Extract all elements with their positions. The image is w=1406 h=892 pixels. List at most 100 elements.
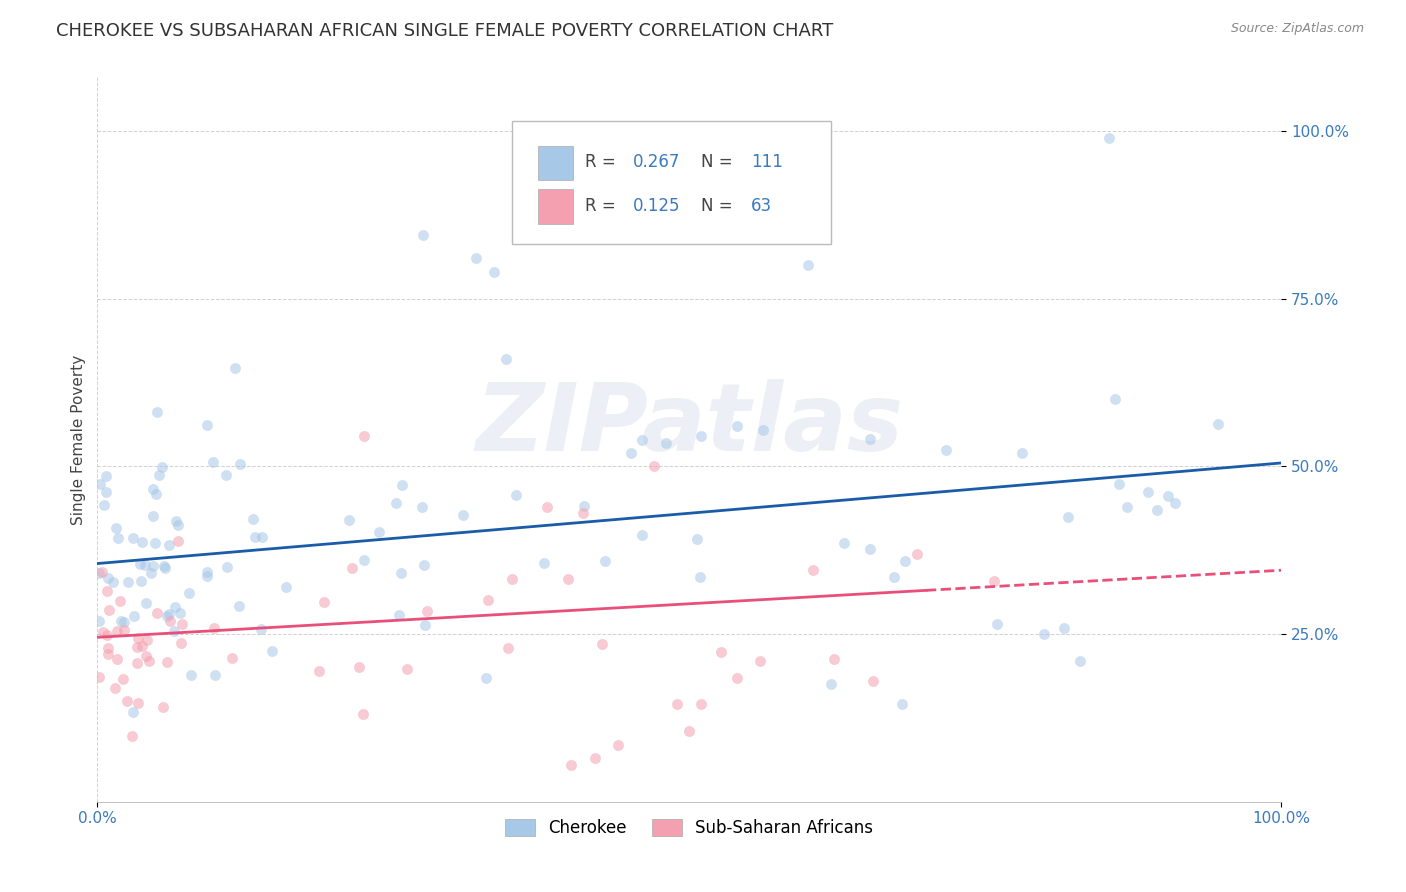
Point	[834, 535, 856, 549]
Point	[465, 252, 488, 266]
Point	[557, 572, 579, 586]
Point	[536, 500, 558, 514]
Point	[93, 499, 115, 513]
Point	[121, 532, 143, 546]
Point	[94, 469, 117, 483]
Point	[859, 541, 882, 556]
Point	[96, 628, 118, 642]
Point	[1011, 446, 1033, 460]
Point	[215, 468, 238, 483]
Point	[477, 593, 499, 607]
Point	[274, 580, 297, 594]
Point	[153, 558, 176, 573]
Point	[163, 624, 186, 638]
Point	[134, 558, 156, 573]
Point	[122, 608, 145, 623]
Point	[87, 669, 110, 683]
Point	[138, 654, 160, 668]
Point	[1052, 621, 1074, 635]
Point	[112, 624, 135, 638]
Point	[97, 570, 120, 584]
Point	[142, 508, 165, 523]
Point	[148, 467, 170, 482]
FancyBboxPatch shape	[512, 121, 831, 244]
Point	[105, 624, 128, 639]
Point	[156, 608, 179, 623]
Point	[396, 662, 419, 676]
Point	[115, 694, 138, 708]
Point	[224, 360, 246, 375]
Point	[122, 705, 145, 719]
Point	[170, 636, 193, 650]
Point	[505, 488, 527, 502]
Point	[127, 631, 149, 645]
Point	[163, 600, 186, 615]
Point	[98, 603, 121, 617]
Point	[131, 535, 153, 549]
Point	[620, 446, 643, 460]
Point	[146, 405, 169, 419]
Point	[87, 615, 110, 629]
Point	[129, 574, 152, 589]
Point	[391, 478, 413, 492]
Point	[905, 547, 928, 561]
Text: Source: ZipAtlas.com: Source: ZipAtlas.com	[1230, 22, 1364, 36]
Point	[571, 506, 593, 520]
Point	[142, 558, 165, 573]
Point	[157, 538, 180, 552]
Point	[412, 227, 434, 242]
Text: ZIPatlas: ZIPatlas	[475, 379, 903, 471]
Point	[368, 525, 391, 540]
Point	[229, 458, 252, 472]
Point	[1104, 392, 1126, 407]
Point	[686, 532, 709, 546]
FancyBboxPatch shape	[537, 145, 574, 180]
Point	[135, 596, 157, 610]
Point	[165, 514, 187, 528]
Point	[169, 606, 191, 620]
Point	[983, 574, 1005, 588]
Point	[337, 513, 360, 527]
Point	[801, 563, 824, 577]
Point	[312, 595, 335, 609]
Text: 0.125: 0.125	[633, 196, 681, 215]
Point	[180, 668, 202, 682]
Point	[1137, 485, 1160, 500]
Point	[308, 664, 330, 678]
Point	[150, 459, 173, 474]
Point	[131, 640, 153, 654]
Point	[482, 265, 505, 279]
Point	[91, 625, 114, 640]
Text: R =: R =	[585, 153, 621, 171]
Point	[145, 536, 167, 550]
Point	[678, 724, 700, 739]
Point	[690, 429, 713, 443]
Point	[142, 482, 165, 496]
Point	[145, 487, 167, 501]
Point	[195, 568, 218, 582]
Text: N =: N =	[702, 196, 738, 215]
Point	[501, 572, 523, 586]
Point	[195, 565, 218, 579]
Point	[250, 530, 273, 544]
Point	[654, 435, 676, 450]
Point	[413, 558, 436, 572]
Point	[347, 660, 370, 674]
Point	[1108, 477, 1130, 491]
Point	[751, 423, 773, 437]
Point	[87, 566, 110, 580]
Point	[411, 500, 433, 515]
Point	[141, 566, 163, 580]
Point	[643, 459, 665, 474]
Point	[1157, 489, 1180, 503]
Point	[353, 553, 375, 567]
Point	[156, 655, 179, 669]
Point	[891, 698, 914, 712]
Point	[121, 729, 143, 743]
Point	[145, 606, 167, 620]
Point	[595, 554, 617, 568]
Point	[935, 443, 957, 458]
Point	[94, 485, 117, 500]
Point	[195, 417, 218, 432]
Point	[112, 672, 135, 686]
